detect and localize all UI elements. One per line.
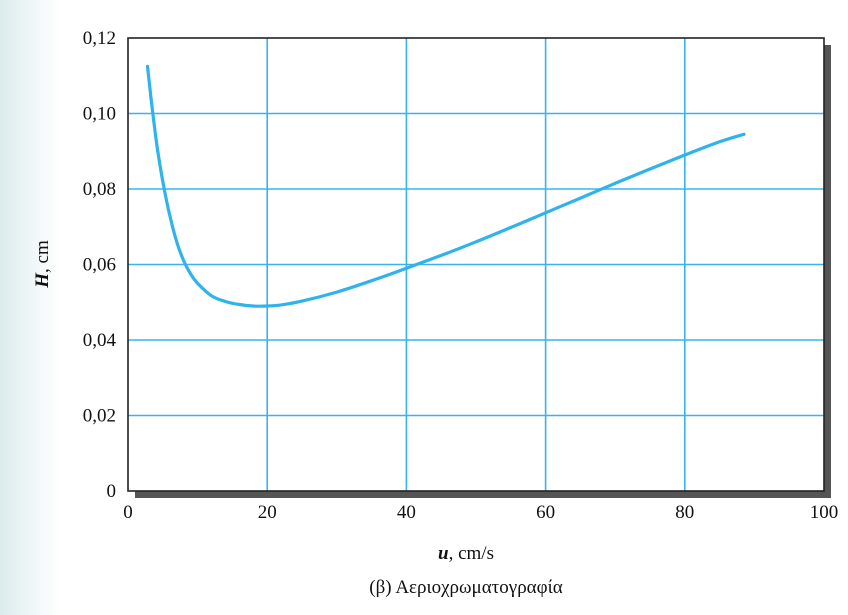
y-tick-label: 0,10 — [83, 104, 116, 125]
y-axis-label: H, cm — [32, 240, 53, 289]
x-tick-label: 20 — [258, 502, 277, 523]
x-tick-label: 40 — [397, 502, 416, 523]
y-axis-variable: H — [32, 272, 53, 289]
y-tick-label: 0,04 — [83, 330, 117, 351]
x-tick-label: 80 — [675, 502, 694, 523]
y-tick-label: 0,02 — [83, 406, 116, 427]
y-tick-label: 0,12 — [83, 28, 116, 49]
y-tick-label: 0,08 — [83, 179, 116, 200]
x-tick-label: 60 — [536, 502, 555, 523]
grid — [128, 38, 824, 491]
y-axis-unit: , cm — [32, 240, 53, 273]
x-axis-variable: u — [438, 543, 449, 564]
series-line — [145, 64, 746, 308]
x-tick-label: 0 — [123, 502, 133, 523]
x-axis-label: u, cm/s — [438, 543, 494, 564]
chart-caption: (β) Αεριοχρωματογραφία — [369, 577, 562, 598]
plot-frame — [127, 37, 825, 492]
y-tick-label: 0,06 — [83, 255, 116, 276]
x-tick-label: 100 — [810, 502, 839, 523]
y-tick-labels: 0 0,02 0,04 0,06 0,08 0,10 0,12 — [83, 28, 117, 502]
x-tick-labels: 0 20 40 60 80 100 — [123, 502, 838, 523]
x-axis-unit: , cm/s — [449, 543, 494, 564]
y-tick-label: 0 — [107, 481, 117, 502]
